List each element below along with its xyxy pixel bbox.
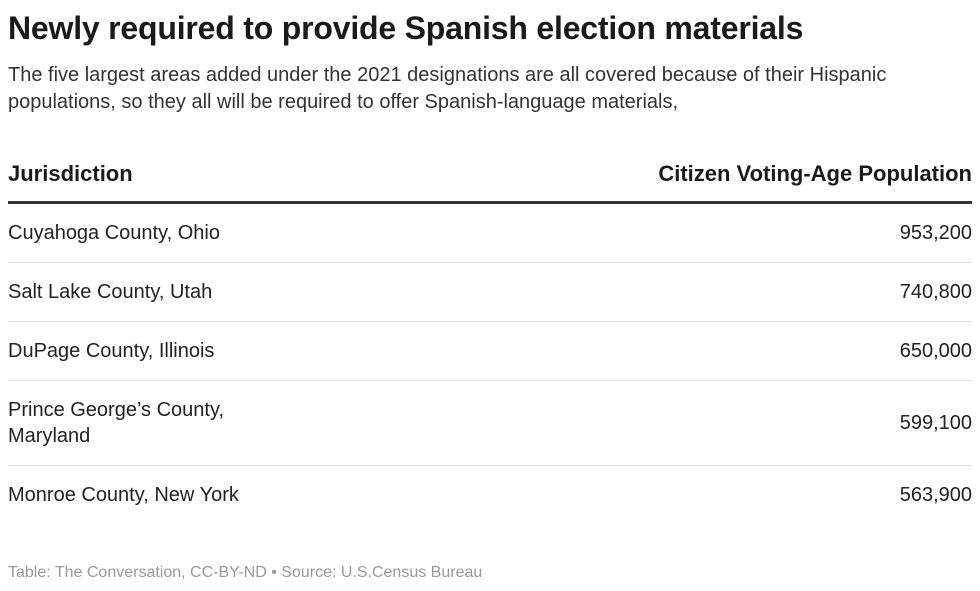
subtitle: The five largest areas added under the 2… [8,64,887,113]
jurisdiction-cell: Cuyahoga County, Ohio [8,202,436,263]
table-figure: Newly required to provide Spanish electi… [8,0,972,524]
table-row: Monroe County, New York 563,900 [8,466,972,525]
jurisdiction-text: Prince George’s County, Maryland [8,399,225,447]
jurisdiction-cell: Salt Lake County, Utah [8,262,436,322]
column-header-population: Citizen Voting-Age Population [435,159,972,204]
data-table: Jurisdiction Citizen Voting-Age Populati… [8,159,972,524]
population-cell: 563,900 [899,484,972,506]
page-title: Newly required to provide Spanish electi… [8,10,804,46]
population-cell: 953,200 [435,202,972,263]
population-cell: 650,000 [435,321,972,381]
jurisdiction-cell: Prince George’s County, Maryland [8,380,436,466]
table-row: DuPage County, Illinois 650,000 [8,321,972,381]
jurisdiction-cell: DuPage County, Illinois [8,321,436,381]
table-row: Prince George’s County, Maryland 599,100 [8,380,972,466]
source-footer: Table: The Conversation, CC-BY-ND • Sour… [8,564,483,581]
table-row: Cuyahoga County, Ohio 953,200 [8,202,972,263]
table-header-row: Jurisdiction Citizen Voting-Age Populati… [8,159,972,204]
jurisdiction-cell: Monroe County, New York [8,484,239,506]
table-row: Salt Lake County, Utah 740,800 [8,262,972,322]
population-cell: 599,100 [435,380,972,466]
population-cell: 740,800 [435,262,972,322]
column-header-jurisdiction: Jurisdiction [8,159,436,204]
